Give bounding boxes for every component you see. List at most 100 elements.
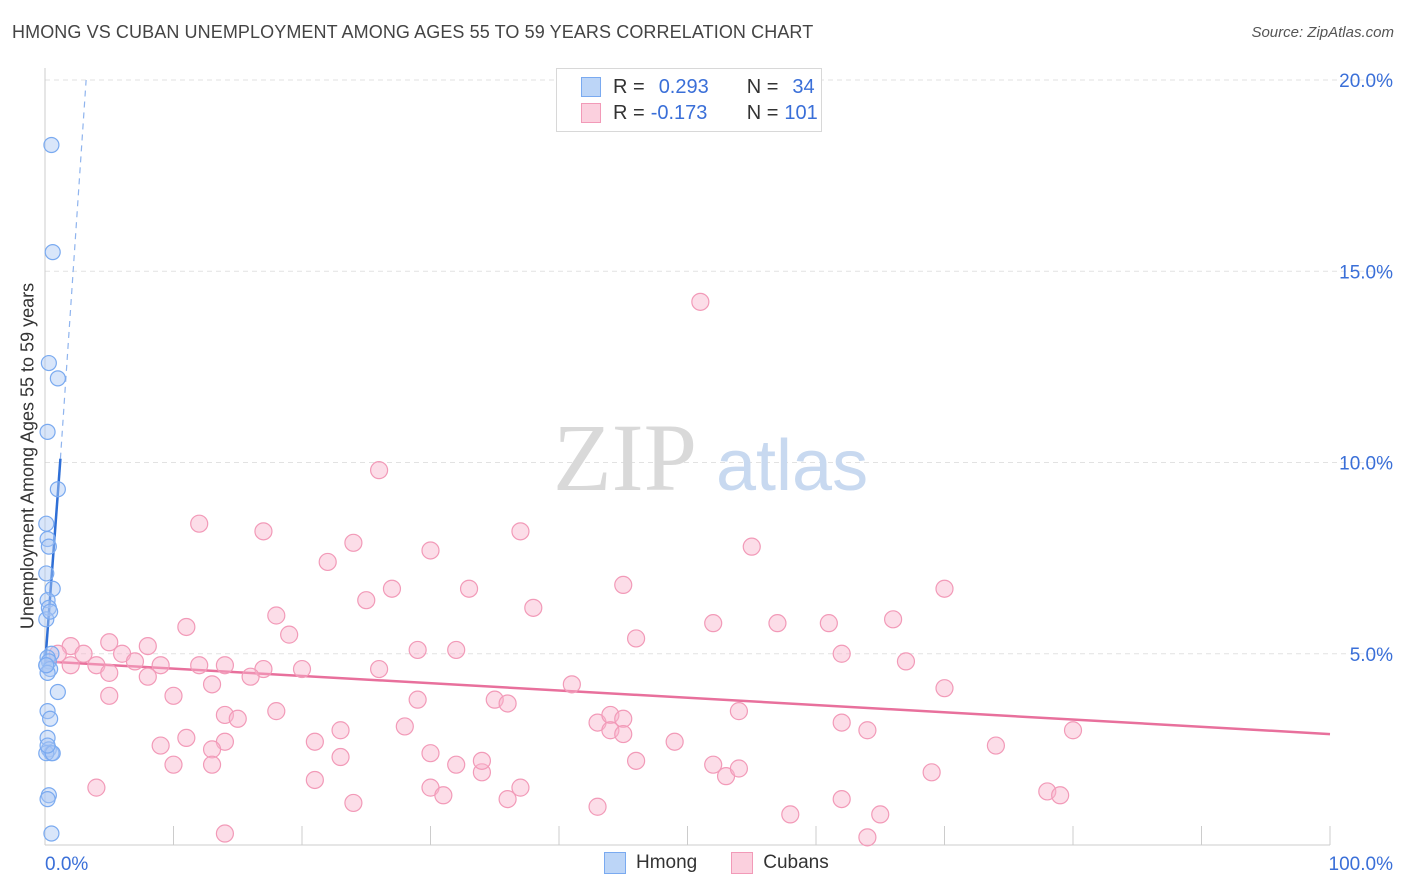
cubans-points [48,292,1083,847]
cubans-point-15 [267,606,286,625]
cubans-point-18 [704,614,723,633]
cubans-point-45 [241,667,260,686]
cubans-point-70 [421,744,440,763]
cubans-point-4 [511,522,530,541]
hmong-trend-extension [59,79,87,459]
correlation-legend: R = 0.293 N = 34 R = -0.173 N = 101 [556,68,822,132]
hmong-point-8 [40,538,57,555]
cubans-n-value: 101 [784,101,818,124]
hmong-r-label: R = [613,75,645,98]
cubans-point-90 [588,797,607,816]
y-axis-label: Unemployment Among Ages 55 to 59 years [17,282,38,630]
cubans-point-99 [395,717,414,736]
hmong-point-13 [38,611,55,628]
cubans-trend-line [44,660,1331,736]
gridlines [45,79,1395,655]
cubans-point-0 [691,292,710,311]
cubans-point-55 [267,702,286,721]
cubans-point-30 [74,644,93,663]
cubans-point-6 [421,541,440,560]
y-tick-label-1: 10.0% [1339,454,1393,475]
hmong-point-2 [40,354,57,372]
cubans-point-79 [626,751,646,770]
cubans-point-73 [665,732,684,751]
cubans-point-59 [614,709,633,728]
cubans-point-64 [177,728,196,748]
cubans-point-29 [832,644,851,663]
cubans-point-11 [614,575,633,595]
y-tick-label-2: 15.0% [1339,262,1393,283]
cubans-point-41 [61,656,80,675]
cubans-point-80 [704,755,723,774]
cubans-point-89 [344,793,363,813]
cubans-point-77 [447,755,466,774]
cubans-point-28 [626,629,646,648]
hmong-points [38,136,66,842]
series-legend: Hmong Cubans [604,852,829,874]
cubans-point-95 [1051,786,1070,805]
cubans-point-50 [498,694,517,713]
hmong-point-5 [49,481,66,498]
cubans-point-43 [138,667,157,686]
cubans-point-96 [215,824,234,843]
hmong-point-0 [43,136,60,154]
cubans-point-88 [511,778,530,797]
cubans-point-97 [858,828,877,847]
hmong-r-value: 0.293 [658,75,709,98]
cubans-point-10 [459,579,479,598]
tick-labels: 5.0% 10.0% 15.0% 20.0% 0.0% 100.0% [45,71,1393,875]
cubans-point-67 [151,736,170,755]
source-label: Source: ZipAtlas.com [1251,24,1394,41]
hmong-point-9 [38,565,55,582]
y-tick-label-0: 5.0% [1350,645,1393,666]
cubans-point-76 [202,755,222,774]
cubans-point-2 [190,514,209,533]
chart-title: HMONG VS CUBAN UNEMPLOYMENT AMONG AGES 5… [12,22,814,42]
cubans-point-75 [164,755,183,774]
hmong-legend-label: Hmong [636,852,698,873]
legend-row-cubans: R = -0.173 N = 101 [581,101,818,125]
watermark: ZIP atlas [553,404,868,511]
hmong-point-1 [44,244,61,261]
cubans-point-52 [935,679,954,698]
hmong-legend-swatch [604,852,626,874]
cubans-point-23 [100,633,119,652]
cubans-point-72 [614,724,633,744]
cubans-point-98 [87,778,106,797]
cubans-point-26 [408,640,427,660]
y-tick-label-3: 20.0% [1339,71,1393,92]
hmong-n-label: N = [746,75,779,98]
cubans-point-82 [729,759,749,778]
cubans-point-33 [125,652,145,671]
hmong-point-3 [49,370,66,387]
cubans-point-87 [434,786,453,805]
hmong-point-33 [38,657,55,674]
cubans-point-48 [408,690,427,709]
cubans-point-42 [100,663,119,682]
cubans-point-14 [524,598,543,617]
hmong-point-4 [39,423,56,440]
hmong-point-31 [39,737,56,754]
watermark-zip: ZIP [553,404,697,511]
cubans-point-62 [858,721,877,740]
cubans-point-56 [331,721,350,740]
legend-row-hmong: R = 0.293 N = 34 [581,75,815,99]
cubans-point-20 [819,614,838,633]
hmong-point-20 [49,683,66,701]
hmong-point-32 [42,603,59,620]
cubans-point-8 [318,552,337,572]
cubans-point-100 [472,751,491,770]
cubans-point-1 [370,461,389,480]
cubans-point-63 [1063,721,1083,740]
cubans-point-16 [177,617,196,637]
cubans-point-83 [922,763,941,782]
cubans-point-60 [729,702,749,721]
cubans-point-93 [871,805,890,824]
cubans-point-27 [447,640,466,660]
cubans-point-7 [742,537,761,556]
cubans-point-61 [832,713,851,732]
cubans-point-5 [344,533,363,552]
x-tick-label-0: 0.0% [45,854,88,875]
cubans-point-17 [280,625,299,644]
